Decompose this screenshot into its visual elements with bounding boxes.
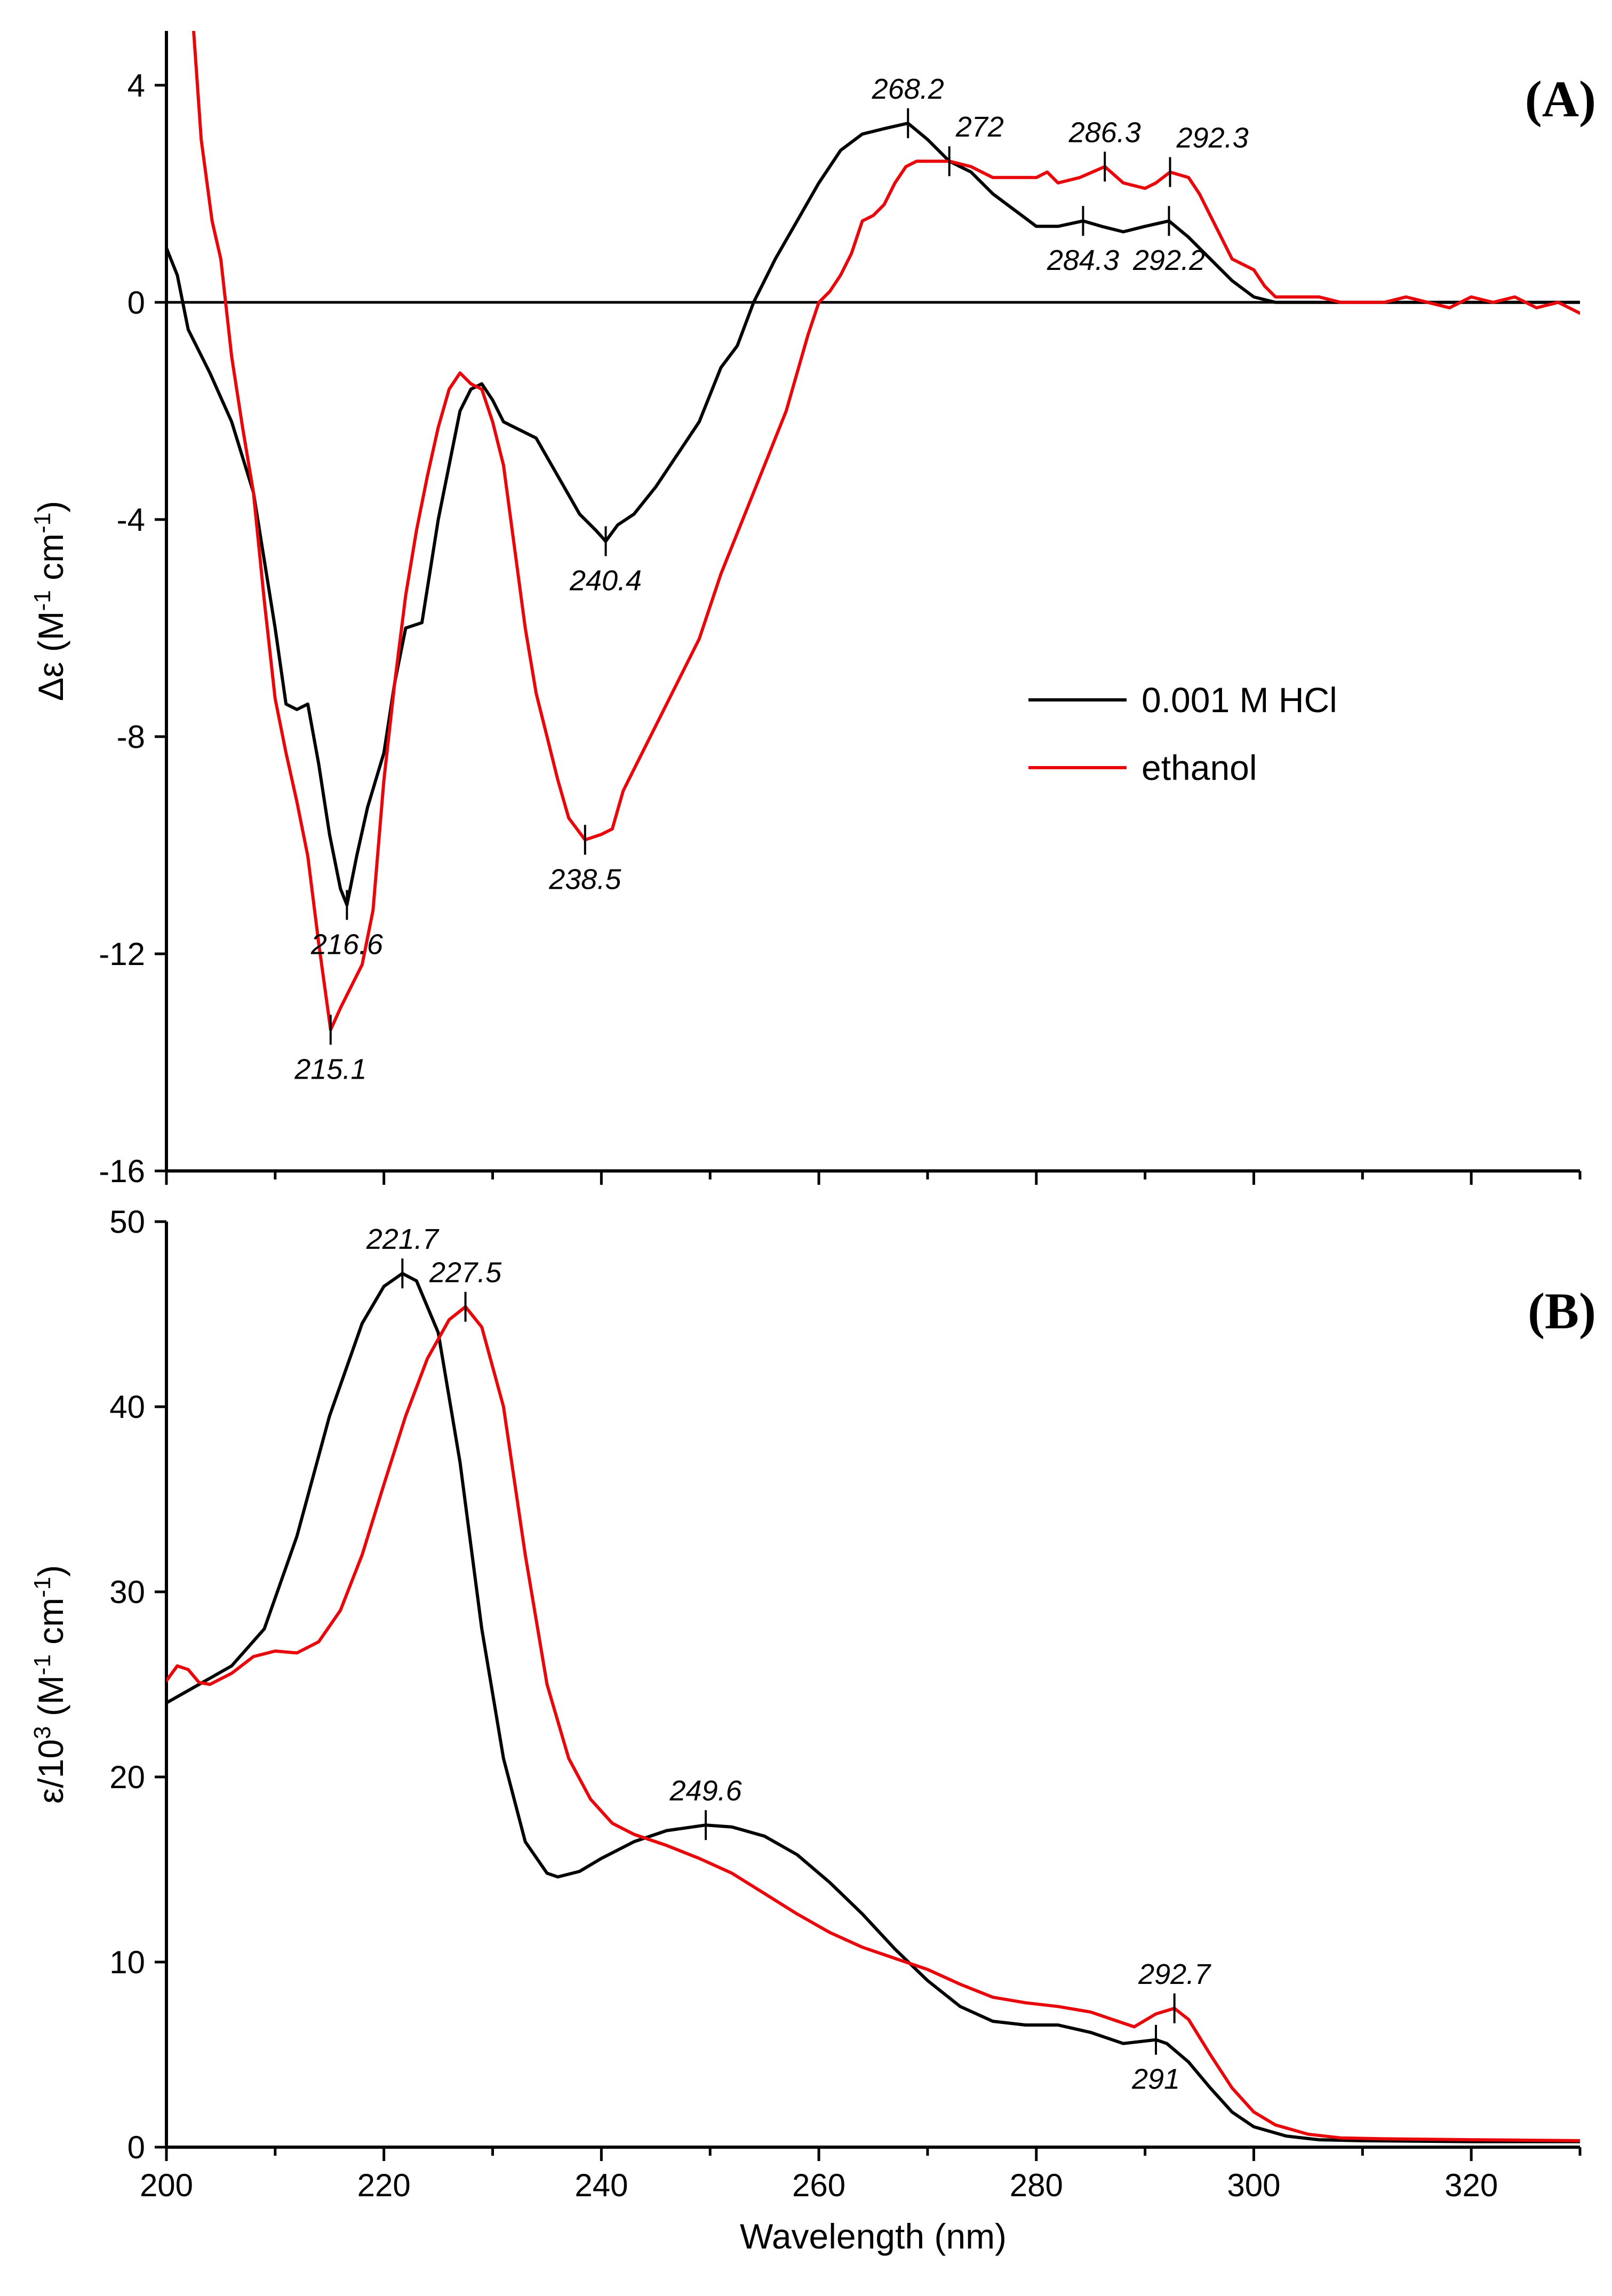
peak-label: 216.6 xyxy=(310,928,384,960)
peak-label: 286.3 xyxy=(1068,116,1141,148)
panel-label: (A) xyxy=(1525,70,1596,127)
y-tick-label: 30 xyxy=(109,1574,145,1610)
legend-label: 0.001 M HCl xyxy=(1142,680,1337,720)
legend-label: ethanol xyxy=(1142,748,1257,787)
y-axis-label: Δε (M-1 cm-1) xyxy=(29,501,71,701)
y-axis-label-part: -1 xyxy=(29,513,55,533)
panel-b-uv-spectrum: 0 10 20 30 40 50 200 220 240 260 280 300 320 ε/103 (M… xyxy=(29,1204,1597,2256)
peak-label: 227.5 xyxy=(429,1257,502,1289)
y-axis-label-part: -1 xyxy=(29,590,55,611)
peak-label: 221.7 xyxy=(366,1223,440,1255)
x-tick-label: 200 xyxy=(140,2167,193,2203)
x-tick-label: 260 xyxy=(792,2167,845,2203)
series-line-ethanol xyxy=(192,31,1580,1032)
y-tick-label: 10 xyxy=(109,1944,145,1980)
y-axis-label-part: cm xyxy=(31,533,70,590)
series-line-hcl xyxy=(166,1272,1580,2143)
peak-label: 292.7 xyxy=(1138,1958,1211,1990)
peak-label: 291 xyxy=(1131,2063,1180,2095)
y-axis-label-part: -1 xyxy=(29,1654,55,1675)
y-tick-label: -16 xyxy=(99,1153,145,1189)
y-axis-label-part: -1 xyxy=(29,1577,55,1598)
series-line-ethanol xyxy=(166,1305,1580,2142)
y-axis-label-part: ) xyxy=(31,501,70,513)
y-tick-label: 50 xyxy=(109,1204,145,1240)
series-line-hcl xyxy=(166,122,1580,907)
x-tick-label: 300 xyxy=(1227,2167,1280,2203)
peak-label: 272 xyxy=(955,111,1004,143)
y-tick-label: 40 xyxy=(109,1389,145,1425)
y-tick-label: -8 xyxy=(117,719,145,755)
y-axis-label-part: Δε (M xyxy=(31,611,70,701)
panel-label: (B) xyxy=(1528,1282,1596,1340)
peak-label: 238.5 xyxy=(548,863,621,895)
x-tick-label: 320 xyxy=(1445,2167,1498,2203)
y-tick-label: -4 xyxy=(117,502,145,538)
y-axis-label: ε/103 (M-1 cm-1) xyxy=(29,1565,71,1804)
peak-label: 249.6 xyxy=(669,1775,743,1807)
peak-label: 215.1 xyxy=(294,1053,366,1085)
y-tick-label: 0 xyxy=(127,285,145,321)
x-tick-label: 240 xyxy=(574,2167,628,2203)
y-tick-label: 0 xyxy=(127,2130,145,2165)
peak-label: 240.4 xyxy=(569,565,642,597)
y-tick-label: 4 xyxy=(127,68,145,103)
peak-label: 268.2 xyxy=(872,73,944,105)
peak-label: 292.2 xyxy=(1132,244,1205,276)
y-axis-label-part: ) xyxy=(31,1565,70,1577)
y-tick-label: 20 xyxy=(109,1759,145,1795)
x-axis-label: Wavelength (nm) xyxy=(740,2217,1007,2256)
peak-label: 284.3 xyxy=(1047,244,1119,276)
peak-label: 292.3 xyxy=(1176,122,1249,154)
y-tick-label: -12 xyxy=(99,936,145,972)
x-tick-label: 220 xyxy=(357,2167,411,2203)
legend: 0.001 M HCl ethanol xyxy=(1028,680,1337,787)
y-axis-label-part: 3 xyxy=(29,1726,55,1739)
y-axis-label-part: (M xyxy=(31,1675,70,1726)
y-axis-label-part: ε/10 xyxy=(31,1739,70,1804)
y-axis-label-part: cm xyxy=(31,1598,70,1654)
x-tick-label: 280 xyxy=(1010,2167,1063,2203)
